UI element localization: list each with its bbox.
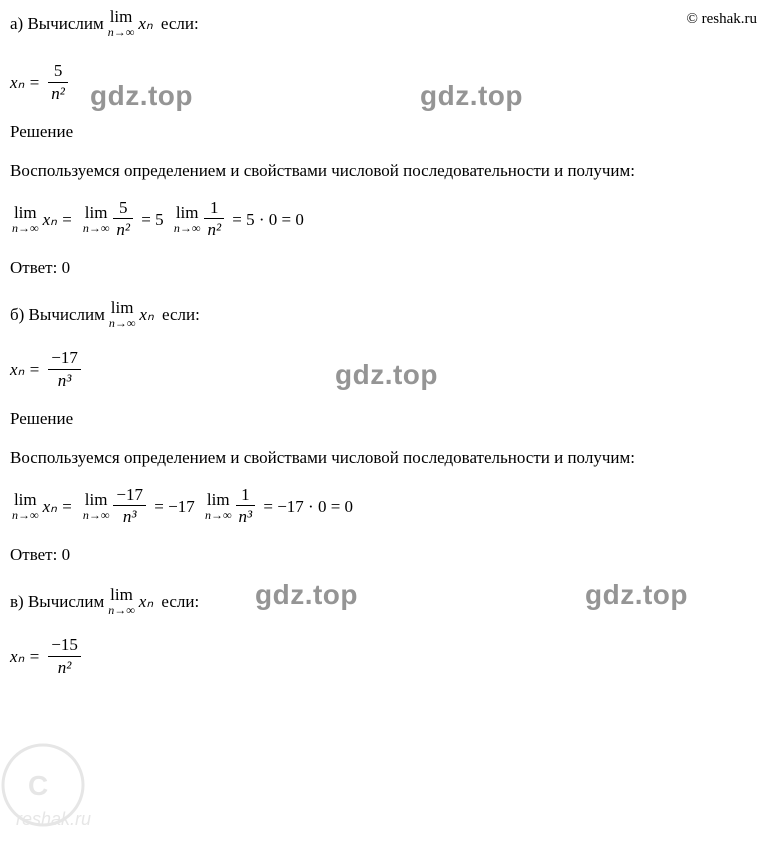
limit-notation: lim n→∞ <box>109 299 136 330</box>
if-text: если: <box>161 11 199 37</box>
reshak-watermark-icon: C reshak.ru <box>0 735 118 840</box>
fraction: 5 n² <box>113 198 133 241</box>
part-b-answer: Ответ: 0 <box>10 542 759 568</box>
numerator: 1 <box>236 485 256 506</box>
lim-text: lim <box>108 8 135 25</box>
lim-text: lim <box>109 299 136 316</box>
lim-sub: n→∞ <box>83 221 110 235</box>
svg-text:C: C <box>28 770 48 801</box>
svg-text:reshak.ru: reshak.ru <box>16 809 91 829</box>
eq-text: = 5 · 0 = 0 <box>232 207 304 233</box>
numerator: 5 <box>48 61 68 82</box>
part-b-explain: Воспользуемся определением и свойствами … <box>10 445 759 471</box>
lim-sub: n→∞ <box>108 25 135 39</box>
copyright-label: © reshak.ru <box>686 8 757 31</box>
eq-text: xₙ = <box>43 207 73 233</box>
denominator: n³ <box>48 370 81 392</box>
denominator: n² <box>48 83 68 105</box>
lim-sub: n→∞ <box>109 316 136 330</box>
eq-text: = 5 <box>141 207 163 233</box>
xn: xₙ <box>139 302 153 328</box>
lim-text: lim <box>12 491 39 508</box>
lim-text: lim <box>83 204 110 221</box>
xn: xₙ <box>138 11 152 37</box>
if-text: если: <box>162 302 200 328</box>
lim-text: lim <box>12 204 39 221</box>
limit-notation: lim n→∞ <box>83 491 110 522</box>
part-b: б) Вычислим lim n→∞ xₙ если: gdz.top xₙ … <box>10 299 759 568</box>
part-c: в) Вычислим lim n→∞ xₙ если: xₙ = −15 n² <box>10 586 759 679</box>
eq-text: = −17 <box>154 494 194 520</box>
lim-text: lim <box>205 491 232 508</box>
lim-text: lim <box>174 204 201 221</box>
lim-text: lim <box>83 491 110 508</box>
solution-heading: Решение <box>10 406 759 432</box>
numerator: 1 <box>204 198 224 219</box>
numerator: 5 <box>113 198 133 219</box>
solution-heading: Решение <box>10 119 759 145</box>
denominator: n³ <box>236 506 256 528</box>
fraction: 1 n² <box>204 198 224 241</box>
given-lhs: xₙ = <box>10 357 40 383</box>
part-a-given: xₙ = 5 n² <box>10 61 759 104</box>
fraction: −17 n³ <box>113 485 146 528</box>
fraction: 5 n² <box>48 61 68 104</box>
part-a-prompt: а) Вычислим lim n→∞ xₙ если: <box>10 8 759 39</box>
part-c-label: в) Вычислим <box>10 589 104 615</box>
numerator: −17 <box>48 348 81 369</box>
part-b-given: xₙ = −17 n³ <box>10 348 759 391</box>
lim-sub: n→∞ <box>12 508 39 522</box>
part-a-answer: Ответ: 0 <box>10 255 759 281</box>
denominator: n² <box>204 219 224 241</box>
eq-text: = −17 · 0 = 0 <box>263 494 353 520</box>
limit-notation: lim n→∞ <box>174 204 201 235</box>
fraction: −17 n³ <box>48 348 81 391</box>
xn: xₙ <box>139 589 153 615</box>
part-b-equation: lim n→∞ xₙ = lim n→∞ −17 n³ = −17 lim n→… <box>10 485 759 528</box>
numerator: −15 <box>48 635 81 656</box>
fraction: 1 n³ <box>236 485 256 528</box>
lim-text: lim <box>108 586 135 603</box>
lim-sub: n→∞ <box>12 221 39 235</box>
limit-notation: lim n→∞ <box>12 491 39 522</box>
part-c-given: xₙ = −15 n² <box>10 635 759 678</box>
part-c-prompt: в) Вычислим lim n→∞ xₙ если: <box>10 586 759 617</box>
part-a-equation: lim n→∞ xₙ = lim n→∞ 5 n² = 5 lim n→∞ 1 … <box>10 198 759 241</box>
part-b-label: б) Вычислим <box>10 302 105 328</box>
limit-notation: lim n→∞ <box>83 204 110 235</box>
if-text: если: <box>161 589 199 615</box>
lim-sub: n→∞ <box>205 508 232 522</box>
limit-notation: lim n→∞ <box>108 8 135 39</box>
lim-sub: n→∞ <box>108 603 135 617</box>
denominator: n² <box>113 219 133 241</box>
denominator: n³ <box>113 506 146 528</box>
given-lhs: xₙ = <box>10 70 40 96</box>
eq-text: xₙ = <box>43 494 73 520</box>
lim-sub: n→∞ <box>174 221 201 235</box>
limit-notation: lim n→∞ <box>205 491 232 522</box>
denominator: n² <box>48 657 81 679</box>
limit-notation: lim n→∞ <box>108 586 135 617</box>
limit-notation: lim n→∞ <box>12 204 39 235</box>
part-a-label: а) Вычислим <box>10 11 104 37</box>
lim-sub: n→∞ <box>83 508 110 522</box>
part-a: а) Вычислим lim n→∞ xₙ если: gdz.top gdz… <box>10 8 759 281</box>
part-b-prompt: б) Вычислим lim n→∞ xₙ если: <box>10 299 759 330</box>
numerator: −17 <box>113 485 146 506</box>
part-a-explain: Воспользуемся определением и свойствами … <box>10 158 759 184</box>
given-lhs: xₙ = <box>10 644 40 670</box>
fraction: −15 n² <box>48 635 81 678</box>
